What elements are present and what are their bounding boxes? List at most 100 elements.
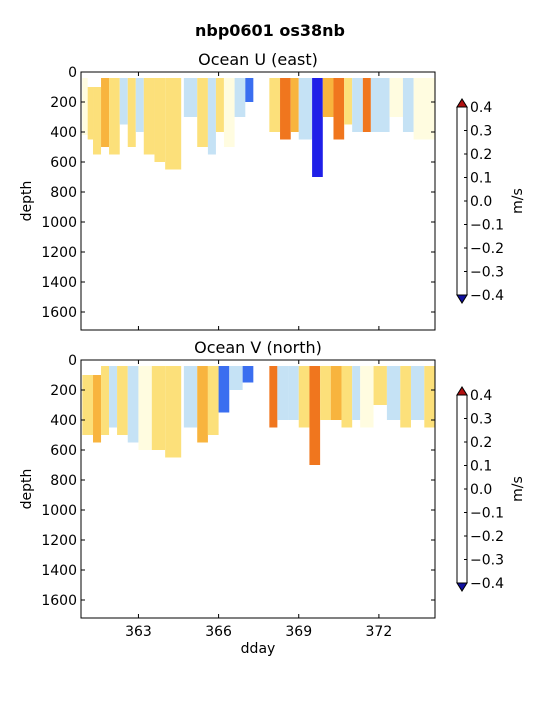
heatmap-cell <box>165 78 182 170</box>
heatmap-cell <box>333 78 345 140</box>
y-tick-label: 0 <box>68 65 77 81</box>
y-tick-label: 1400 <box>41 563 77 579</box>
colorbar-extend-over <box>456 98 468 108</box>
heatmap-cell <box>154 78 166 162</box>
colorbar-tick-label: −0.2 <box>470 241 504 257</box>
heatmap-cell <box>87 87 94 140</box>
heatmap-cell <box>413 78 435 140</box>
heatmap-cell <box>245 78 254 102</box>
heatmap-cell <box>288 366 299 420</box>
chart-title: Ocean U (east) <box>198 50 318 69</box>
y-tick-label: 0 <box>68 353 77 369</box>
heatmap-cell <box>109 366 118 428</box>
y-tick-label: 800 <box>50 185 77 201</box>
x-tick-label: 369 <box>285 624 312 640</box>
y-tick-label: 1000 <box>41 503 77 519</box>
heatmap-cell <box>424 366 435 428</box>
heatmap-cell <box>312 78 323 177</box>
heatmap-cell <box>309 366 321 465</box>
heatmap-cell <box>298 78 313 140</box>
y-axis-label: depth <box>19 181 35 222</box>
heatmap-cell <box>352 78 363 132</box>
heatmap-cell <box>320 366 331 420</box>
y-tick-label: 200 <box>50 95 77 111</box>
heatmap-cell <box>402 78 414 132</box>
heatmap-cell <box>127 78 136 147</box>
heatmap-cell <box>352 366 361 420</box>
x-tick-label: 372 <box>366 624 393 640</box>
heatmap-cell <box>290 78 299 132</box>
heatmap-cell <box>360 366 374 428</box>
heatmap-cell <box>362 78 371 132</box>
colorbar-tick-label: 0.2 <box>470 435 492 451</box>
y-tick-label: 1200 <box>41 245 77 261</box>
heatmap-cells <box>82 78 435 177</box>
heatmap-cell <box>242 366 254 383</box>
x-axis-label: dday <box>241 641 276 657</box>
x-tick-label: 363 <box>125 624 152 640</box>
heatmap-cell <box>117 366 128 435</box>
y-tick-label: 600 <box>50 155 77 171</box>
figure-suptitle: nbp0601 os38nb <box>195 21 345 40</box>
heatmap-cell <box>269 366 278 428</box>
colorbar: −0.4 −0.3 −0.2 −0.1 0.0 0.1 0.2 0.3 0.4 <box>456 98 504 304</box>
heatmap-cell <box>165 366 182 458</box>
colorbar-tick-label: 0.0 <box>470 194 492 210</box>
heatmap-cell <box>277 366 289 420</box>
heatmap-cell <box>151 366 166 450</box>
heatmap-cell <box>373 366 387 405</box>
colorbar-extend-under <box>456 294 468 304</box>
panel-ocean-u: Ocean U (east) depth 0 200 400 600 800 1000 12… <box>19 50 526 331</box>
y-axis-label: depth <box>19 469 35 510</box>
x-ticks: 363 366 369 372 <box>125 360 392 640</box>
heatmap-cell <box>197 366 208 443</box>
heatmap-cell <box>269 78 281 132</box>
heatmap-cell <box>389 78 403 117</box>
x-ticks <box>137 72 380 330</box>
heatmap-cell <box>207 78 216 155</box>
heatmap-cell <box>410 366 425 420</box>
heatmap-cells <box>82 366 435 465</box>
y-tick-label: 600 <box>50 443 77 459</box>
heatmap-cell <box>223 78 235 147</box>
colorbar-label: m/s <box>510 188 526 214</box>
colorbar-tick-label: 0.4 <box>470 100 492 116</box>
colorbar-tick-label: 0.1 <box>470 171 492 187</box>
colorbar-tick-label: 0.0 <box>470 482 492 498</box>
colorbar-tick-label: 0.1 <box>470 459 492 475</box>
colorbar-tick-label: 0.3 <box>470 124 492 140</box>
heatmap-cell <box>183 366 198 428</box>
colorbar-tick-label: −0.2 <box>470 529 504 545</box>
heatmap-cell <box>370 78 390 132</box>
heatmap-cell <box>341 366 353 428</box>
colorbar-tick-label: 0.3 <box>470 412 492 428</box>
heatmap-cell <box>330 366 342 420</box>
heatmap-cell <box>82 78 88 135</box>
heatmap-cell <box>234 78 246 117</box>
colorbar-extend-under <box>456 582 468 592</box>
colorbar: −0.4 −0.3 −0.2 −0.1 0.0 0.1 0.2 0.3 0.4 <box>456 386 504 592</box>
colorbar-tick-label: −0.1 <box>470 218 504 234</box>
heatmap-cell <box>138 366 152 450</box>
heatmap-cell <box>119 78 128 125</box>
heatmap-cell <box>344 78 353 125</box>
heatmap-cell <box>127 366 139 443</box>
y-tick-label: 1000 <box>41 215 77 231</box>
heatmap-cell <box>101 366 110 435</box>
y-ticks: 0 200 400 600 800 1000 1200 1400 1600 <box>41 65 435 321</box>
colorbar-extend-over <box>456 386 468 396</box>
heatmap-cell <box>400 366 411 428</box>
heatmap-cell <box>109 78 120 155</box>
y-ticks: 0 200 400 600 800 1000 1200 1400 1600 <box>41 353 435 609</box>
heatmap-cell <box>197 78 208 147</box>
heatmap-cell <box>207 366 219 435</box>
y-tick-label: 1600 <box>41 593 77 609</box>
heatmap-cell <box>183 78 198 117</box>
y-tick-label: 1200 <box>41 533 77 549</box>
heatmap-cell <box>215 78 224 132</box>
heatmap-cell <box>93 375 102 443</box>
heatmap-cell <box>82 375 94 435</box>
colorbar-tick-label: −0.3 <box>470 553 504 569</box>
heatmap-cell <box>101 78 110 147</box>
